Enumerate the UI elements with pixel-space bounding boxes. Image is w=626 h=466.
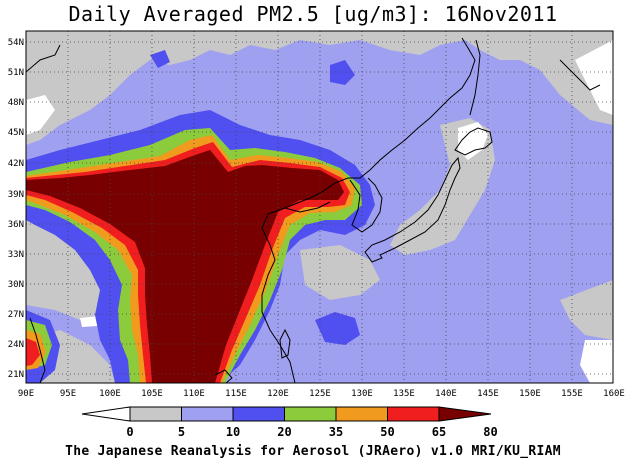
lon-label: 160E <box>603 389 625 399</box>
field-white-hokkaido <box>458 122 488 160</box>
field-blue-north2 <box>330 60 355 85</box>
lon-label: 150E <box>519 389 541 399</box>
coast-korea <box>349 177 383 233</box>
lon-label: 120E <box>267 389 289 399</box>
field-gray-east-sea <box>300 245 380 300</box>
longitude-labels: 90E 95E 100E 105E 110E 115E 120E 125E 130E 135E 14… <box>18 389 625 399</box>
field-maroon <box>26 150 344 383</box>
lat-label: 24N <box>8 340 24 350</box>
lat-label: 45N <box>8 128 24 138</box>
latitude-labels: 54N 51N 48N 45N 42N 39N 36N 33N 30N 27N 24N 21N <box>8 38 24 380</box>
field-blue-sea <box>315 312 360 345</box>
lat-label: 33N <box>8 250 24 260</box>
lat-label: 54N <box>8 38 24 48</box>
lon-label: 110E <box>183 389 205 399</box>
lon-label: 125E <box>309 389 331 399</box>
legend-swatch <box>335 406 388 422</box>
legend-arrow-high <box>438 406 492 422</box>
legend-level-label: 35 <box>329 425 343 439</box>
field-gray-se <box>560 280 613 340</box>
map-title: Daily Averaged PM2.5 [ug/m3]: 16Nov2011 <box>68 2 558 26</box>
lon-label: 105E <box>141 389 163 399</box>
legend-swatch <box>181 406 234 422</box>
legend-level-label: 10 <box>226 425 240 439</box>
lon-label: 135E <box>393 389 415 399</box>
lon-label: 90E <box>18 389 34 399</box>
field-red-sw <box>26 338 40 366</box>
lon-label: 140E <box>435 389 457 399</box>
coast-kamchatka <box>559 59 601 91</box>
coast-indochina <box>29 317 46 383</box>
field-white-ne <box>575 40 613 115</box>
field-white-sw <box>80 316 100 327</box>
lon-label: 100E <box>99 389 121 399</box>
coast-taiwan <box>279 328 291 359</box>
legend-swatch <box>232 406 285 422</box>
lat-label: 21N <box>8 370 24 380</box>
legend-level-label: 50 <box>380 425 394 439</box>
legend-level-label: 0 <box>126 425 133 439</box>
lat-label: 48N <box>8 98 24 108</box>
coast-hainan <box>214 369 233 383</box>
legend-swatch <box>284 406 337 422</box>
lon-label: 155E <box>561 389 583 399</box>
coast-shandong <box>284 201 331 213</box>
legend-level-label: 20 <box>277 425 291 439</box>
coast-japan-hokkaido <box>454 127 493 156</box>
field-gray-north <box>26 31 613 145</box>
field-blue-north1 <box>150 50 170 68</box>
lat-label: 39N <box>8 190 24 200</box>
lat-label: 27N <box>8 310 24 320</box>
map-field <box>26 31 613 383</box>
lon-label: 115E <box>225 389 247 399</box>
field-white-se <box>580 340 613 383</box>
lat-label: 51N <box>8 68 24 78</box>
lon-label: 145E <box>477 389 499 399</box>
field-white-west <box>26 95 55 135</box>
legend-arrow-low <box>81 406 131 422</box>
legend-level-label: 65 <box>432 425 446 439</box>
legend-swatch <box>129 406 182 422</box>
lat-label: 30N <box>8 280 24 290</box>
coastlines <box>26 37 601 383</box>
legend-level-label: 5 <box>178 425 185 439</box>
lat-label: 42N <box>8 159 24 169</box>
coast-west <box>26 44 61 73</box>
map-frame <box>25 30 614 384</box>
coast-china <box>261 37 476 383</box>
lon-label: 130E <box>351 389 373 399</box>
lat-label: 36N <box>8 220 24 230</box>
legend-swatch <box>387 406 440 422</box>
coast-japan-honshu <box>364 156 461 263</box>
legend-level-label: 80 <box>483 425 497 439</box>
lon-label: 95E <box>60 389 76 399</box>
coast-sakhalin <box>469 39 481 116</box>
credit-line: The Japanese Reanalysis for Aerosol (JRA… <box>65 444 561 459</box>
